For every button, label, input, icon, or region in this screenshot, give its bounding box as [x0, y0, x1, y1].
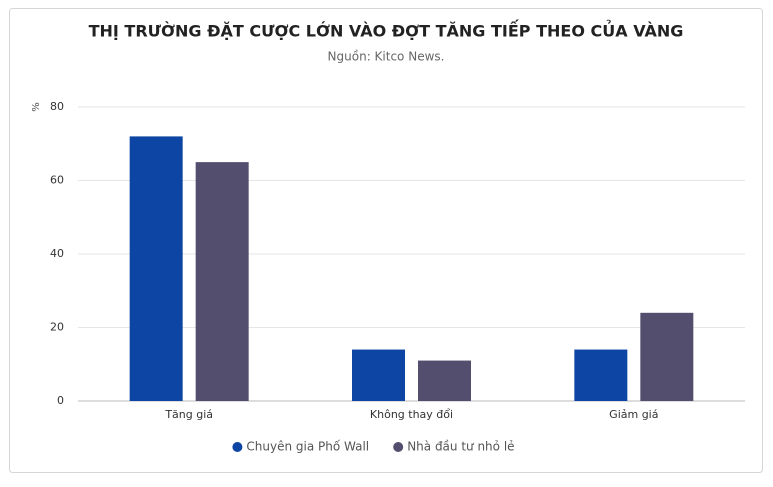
bar [129, 136, 183, 401]
bar [195, 162, 249, 401]
legend-marker [393, 442, 404, 452]
y-axis-label: % [31, 102, 42, 112]
bar [640, 312, 694, 401]
bar [418, 360, 471, 401]
x-tick-label: Giảm giá [609, 408, 658, 421]
y-tick-label: 60 [50, 174, 64, 187]
chart-frame [9, 8, 763, 473]
y-tick-label: 20 [50, 321, 64, 334]
legend-label: Nhà đầu tư nhỏ lẻ [407, 440, 514, 454]
y-tick-label: 80 [50, 100, 64, 113]
x-tick-label: Tăng giá [164, 408, 213, 421]
y-tick-label: 0 [57, 394, 64, 407]
legend-label: Chuyên gia Phố Wall [246, 440, 369, 454]
y-tick-label: 40 [50, 247, 64, 260]
chart-subtitle: Nguồn: Kitco News. [328, 50, 445, 64]
legend-marker [232, 442, 243, 452]
chart-title: THỊ TRƯỜNG ĐẶT CƯỢC LỚN VÀO ĐỢT TĂNG TIẾ… [89, 20, 684, 41]
bar [574, 349, 628, 401]
x-tick-label: Không thay đổi [370, 408, 453, 421]
bar [352, 349, 405, 401]
